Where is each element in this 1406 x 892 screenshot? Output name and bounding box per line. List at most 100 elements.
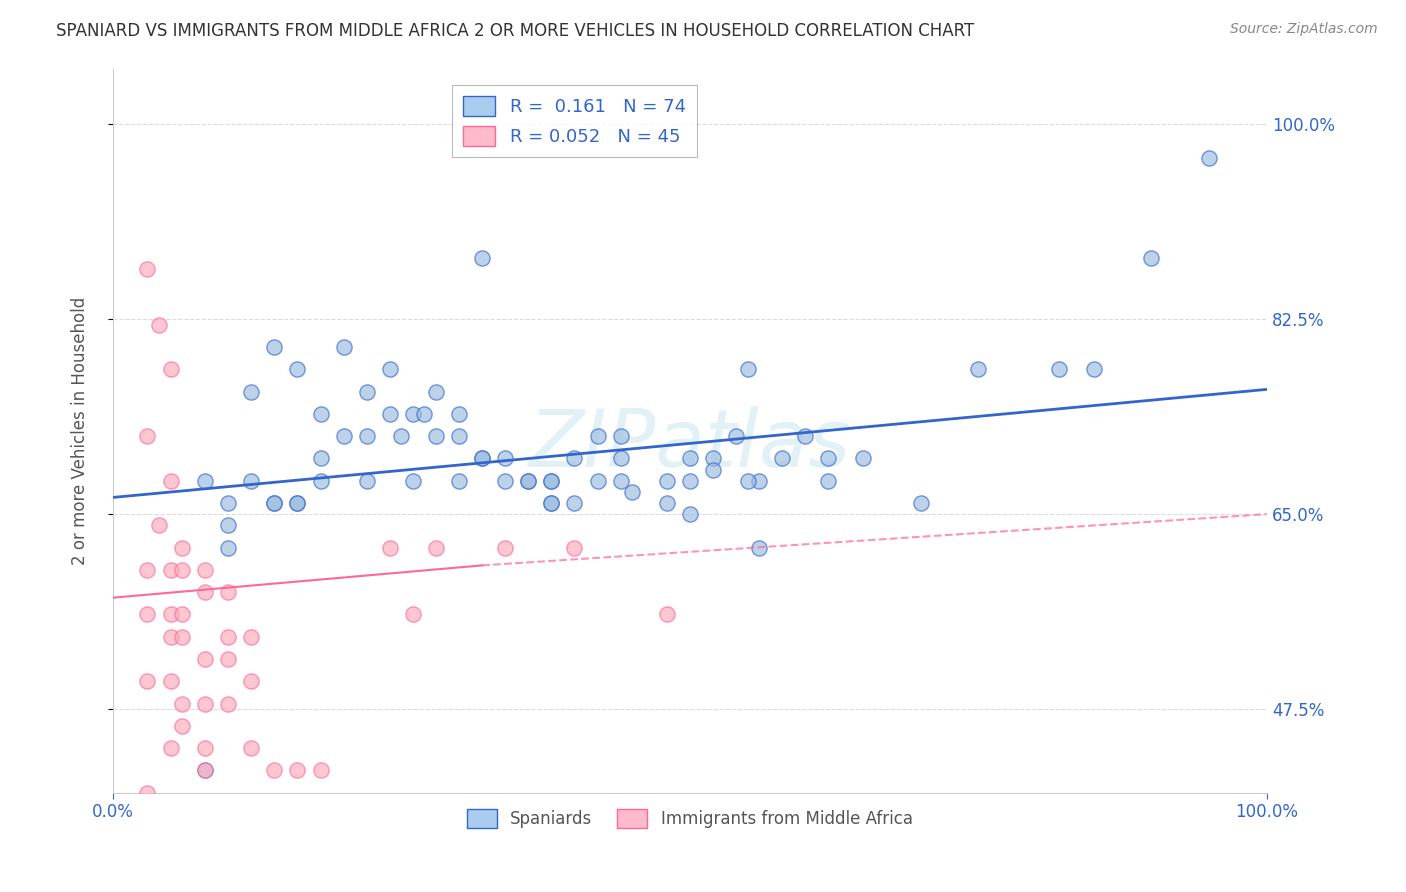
Point: [586, 429, 609, 443]
Point: [471, 451, 494, 466]
Point: [517, 474, 540, 488]
Point: [159, 474, 181, 488]
Point: [402, 607, 425, 622]
Point: [194, 741, 217, 756]
Point: [817, 451, 839, 466]
Point: [136, 674, 159, 689]
Point: [425, 384, 447, 399]
Point: [136, 262, 159, 277]
Point: [159, 563, 181, 577]
Point: [586, 474, 609, 488]
Point: [356, 384, 378, 399]
Point: [413, 407, 436, 421]
Point: [148, 318, 170, 332]
Point: [136, 563, 159, 577]
Point: [217, 496, 239, 510]
Point: [172, 719, 194, 733]
Point: [378, 541, 401, 555]
Point: [172, 541, 194, 555]
Point: [1083, 362, 1105, 376]
Point: [621, 484, 644, 499]
Point: [471, 451, 494, 466]
Point: [425, 541, 447, 555]
Point: [449, 474, 471, 488]
Point: [655, 496, 678, 510]
Point: [794, 429, 817, 443]
Point: [609, 429, 631, 443]
Y-axis label: 2 or more Vehicles in Household: 2 or more Vehicles in Household: [72, 296, 89, 565]
Point: [159, 630, 181, 644]
Point: [172, 607, 194, 622]
Point: [332, 429, 354, 443]
Point: [494, 541, 516, 555]
Point: [194, 764, 217, 778]
Point: [679, 507, 702, 521]
Point: [494, 474, 516, 488]
Point: [309, 474, 332, 488]
Point: [425, 429, 447, 443]
Point: [1198, 151, 1220, 165]
Point: [217, 585, 239, 599]
Point: [402, 474, 425, 488]
Point: [159, 607, 181, 622]
Point: [263, 340, 285, 354]
Point: [389, 429, 412, 443]
Point: [540, 496, 562, 510]
Point: [724, 429, 747, 443]
Point: [449, 429, 471, 443]
Point: [194, 764, 217, 778]
Text: SPANIARD VS IMMIGRANTS FROM MIDDLE AFRICA 2 OR MORE VEHICLES IN HOUSEHOLD CORREL: SPANIARD VS IMMIGRANTS FROM MIDDLE AFRIC…: [56, 22, 974, 40]
Point: [332, 340, 354, 354]
Point: [217, 541, 239, 555]
Point: [564, 541, 586, 555]
Point: [517, 830, 540, 845]
Point: [609, 474, 631, 488]
Point: [564, 496, 586, 510]
Point: [217, 518, 239, 533]
Point: [263, 496, 285, 510]
Point: [136, 429, 159, 443]
Point: [737, 474, 759, 488]
Point: [172, 697, 194, 711]
Point: [679, 474, 702, 488]
Point: [356, 474, 378, 488]
Point: [263, 496, 285, 510]
Point: [240, 674, 263, 689]
Point: [679, 451, 702, 466]
Point: [240, 474, 263, 488]
Point: [655, 474, 678, 488]
Point: [702, 451, 724, 466]
Point: [194, 652, 217, 666]
Point: [517, 474, 540, 488]
Point: [240, 741, 263, 756]
Point: [402, 407, 425, 421]
Point: [159, 741, 181, 756]
Point: [240, 384, 263, 399]
Point: [194, 697, 217, 711]
Point: [194, 563, 217, 577]
Point: [770, 451, 793, 466]
Point: [852, 451, 875, 466]
Point: [356, 429, 378, 443]
Point: [1047, 362, 1070, 376]
Point: [263, 764, 285, 778]
Point: [817, 474, 839, 488]
Point: [287, 362, 309, 376]
Point: [540, 496, 562, 510]
Point: [309, 407, 332, 421]
Point: [217, 630, 239, 644]
Point: [609, 451, 631, 466]
Point: [748, 541, 770, 555]
Point: [287, 764, 309, 778]
Point: [967, 362, 990, 376]
Point: [540, 474, 562, 488]
Point: [172, 830, 194, 845]
Point: [148, 518, 170, 533]
Point: [378, 407, 401, 421]
Point: [287, 496, 309, 510]
Point: [564, 451, 586, 466]
Legend: Spaniards, Immigrants from Middle Africa: Spaniards, Immigrants from Middle Africa: [460, 803, 920, 835]
Point: [309, 451, 332, 466]
Point: [378, 362, 401, 376]
Text: Source: ZipAtlas.com: Source: ZipAtlas.com: [1230, 22, 1378, 37]
